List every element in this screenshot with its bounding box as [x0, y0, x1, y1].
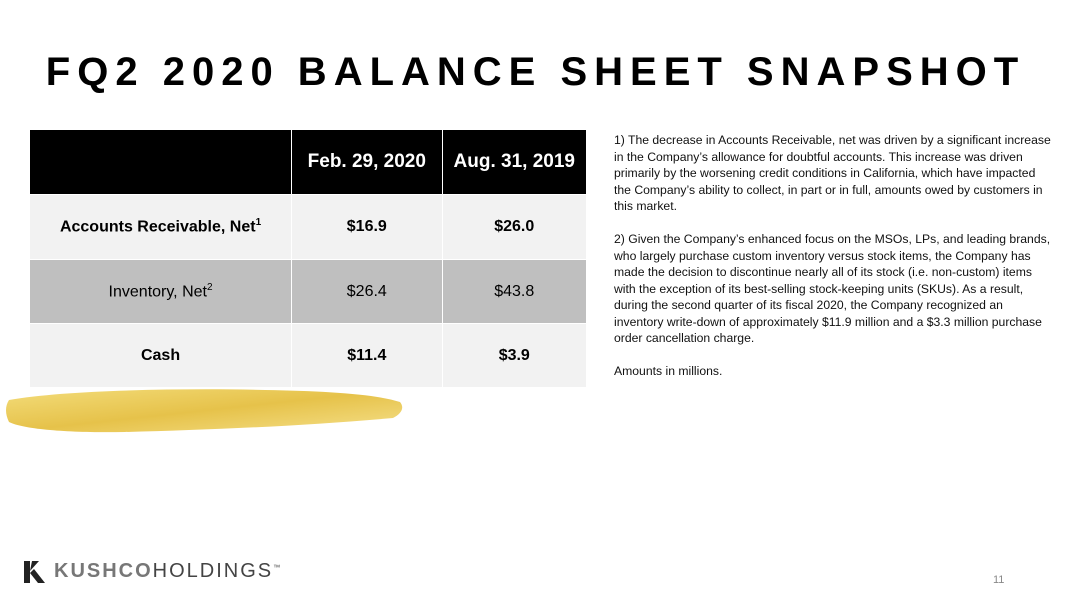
slide-title: FQ2 2020 BALANCE SHEET SNAPSHOT: [45, 50, 1026, 94]
cell-value: $11.4: [291, 323, 443, 388]
footnote-2: 2) Given the Company’s enhanced focus on…: [614, 232, 1051, 345]
cell-value: $26.4: [291, 259, 443, 324]
table-row: Inventory, Net2 $26.4 $43.8: [28, 259, 588, 324]
header-cell-empty: [28, 129, 293, 195]
footnotes: 1) The decrease in Accounts Receivable, …: [614, 132, 1054, 396]
balance-sheet-table: Feb. 29, 2020 Aug. 31, 2019 Accounts Rec…: [28, 129, 588, 388]
kushco-k-icon: [24, 560, 45, 583]
kushco-logo: KUSHCOHOLDINGS™: [24, 560, 282, 583]
cell-value: $26.0: [441, 194, 588, 260]
footnote-1: 1) The decrease in Accounts Receivable, …: [614, 133, 1051, 213]
row-label: Cash: [28, 323, 293, 388]
logo-text: KUSHCOHOLDINGS™: [54, 560, 283, 582]
page-number: 11: [993, 574, 1005, 586]
header-cell-feb-2020: Feb. 29, 2020: [291, 129, 443, 195]
cell-value: $16.9: [291, 194, 443, 260]
cell-value: $43.8: [441, 259, 588, 324]
header-cell-aug-2019: Aug. 31, 2019: [441, 129, 588, 195]
amounts-note: Amounts in millions.: [614, 364, 723, 378]
table-row: Cash $11.4 $3.9: [28, 323, 588, 388]
row-label: Inventory, Net2: [28, 259, 293, 324]
cell-value: $3.9: [441, 323, 588, 388]
row-label: Accounts Receivable, Net1: [28, 194, 293, 260]
table-row: Accounts Receivable, Net1 $16.9 $26.0: [28, 194, 588, 260]
table-header-row: Feb. 29, 2020 Aug. 31, 2019: [28, 129, 588, 195]
gold-brush-stroke: [6, 389, 403, 433]
